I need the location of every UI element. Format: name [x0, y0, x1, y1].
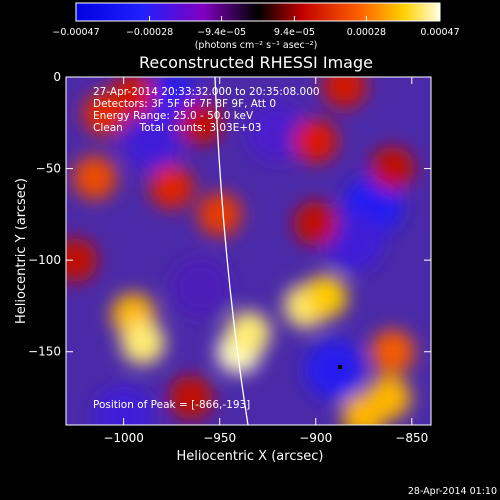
bright-region-18 — [370, 146, 415, 191]
y-tick-label: −150 — [28, 345, 61, 359]
annotation-detectors: Detectors: 3F 5F 6F 7F 8F 9F, Att 0 — [93, 98, 276, 110]
bright-region-14 — [178, 100, 223, 145]
x-axis-title: Heliocentric X (arcsec) — [177, 449, 324, 464]
bright-region-7 — [370, 329, 415, 374]
y-axis-ticks: 0 −50 −100 −150 — [28, 70, 431, 359]
annotation-time: 27-Apr-2014 20:33:32.000 to 20:35:08.000 — [93, 86, 320, 98]
y-tick-label: −50 — [36, 162, 61, 176]
bright-region-9 — [72, 155, 117, 200]
plot-area — [66, 77, 431, 425]
peak-marker — [338, 365, 342, 369]
dark-region-3 — [324, 211, 385, 272]
dark-region-4 — [304, 340, 365, 401]
y-tick-label: −100 — [28, 253, 61, 267]
dark-region-1 — [122, 111, 183, 172]
dark-region-7 — [170, 257, 231, 318]
x-tick-label: −950 — [203, 431, 236, 445]
y-axis-title: Heliocentric Y (arcsec) — [14, 178, 29, 324]
bright-region-20 — [168, 375, 213, 420]
bright-region-12 — [149, 164, 194, 209]
chart-title: Reconstructed RHESSI Image — [139, 53, 373, 72]
solar-limb-line — [214, 77, 249, 425]
colorbar-tick-label: −0.00047 — [52, 27, 99, 38]
bright-region-8 — [341, 393, 386, 425]
bright-region-5 — [303, 274, 348, 319]
colorbar-tick-label: 0.00047 — [420, 27, 459, 38]
bright-region-19 — [66, 238, 98, 283]
x-axis-ticks: −1000 −950 −900 −850 — [103, 77, 428, 445]
footer-date: 28-Apr-2014 01:10 — [408, 486, 497, 497]
bright-region-15 — [293, 119, 338, 164]
bright-region-16 — [322, 77, 367, 109]
bright-region-17 — [293, 201, 338, 246]
x-tick-label: −1000 — [103, 431, 144, 445]
colorbar-unit-label: (photons cm⁻² s⁻¹ asec⁻²) — [195, 40, 318, 51]
colorbar-tick-label: −0.00028 — [126, 27, 173, 38]
plot-frame — [65, 76, 432, 426]
annotation-energy: Energy Range: 25.0 - 50.0 keV — [93, 110, 254, 122]
bright-region-11 — [111, 77, 156, 118]
colorbar — [75, 2, 441, 22]
bright-region-3 — [226, 311, 271, 356]
annotation-clean: Clean Total counts: 3.03E+03 — [93, 122, 262, 134]
annotation-peak: Position of Peak = [-866,-193] — [93, 399, 250, 411]
colorbar-tick-label: −9.4e−05 — [197, 27, 246, 38]
bright-region-1 — [120, 320, 165, 365]
bright-region-13 — [197, 192, 242, 237]
y-tick-label: 0 — [53, 70, 61, 84]
x-tick-label: −900 — [299, 431, 332, 445]
dark-region-5 — [247, 101, 308, 162]
colorbar-ticks: −0.00047 −0.00028 −9.4e−05 9.4e−05 0.00028 0.… — [52, 16, 460, 38]
dark-region-6 — [93, 385, 154, 425]
x-tick-label: −850 — [395, 431, 428, 445]
colorbar-tick-label: 9.4e−05 — [274, 27, 315, 38]
colorbar-tick-label: 0.00028 — [347, 27, 386, 38]
